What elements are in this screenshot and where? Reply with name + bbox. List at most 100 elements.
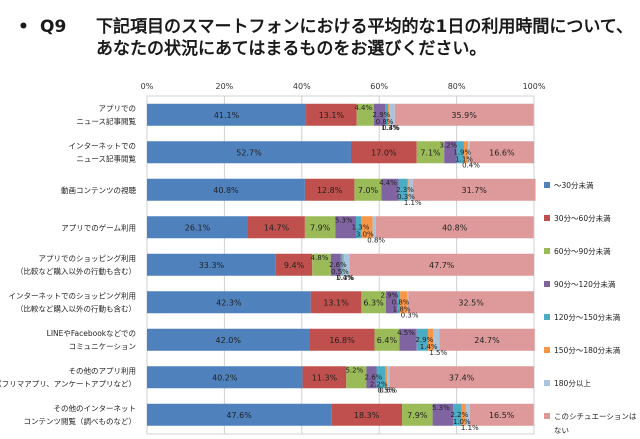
data-label: 16.5% <box>489 411 515 420</box>
data-label: 16.8% <box>329 336 355 345</box>
data-label: 1.3% <box>352 223 370 231</box>
legend-swatch <box>544 314 550 320</box>
bar-segment <box>461 403 466 426</box>
data-label: 0.6% <box>379 386 397 394</box>
bar-segment <box>388 103 390 126</box>
data-label: 4.5% <box>397 329 415 337</box>
bar-segment <box>147 103 307 126</box>
bar-segment <box>302 366 347 389</box>
data-label: 1.9% <box>453 148 471 156</box>
bar-segment <box>147 253 276 276</box>
bar-segment <box>304 178 355 201</box>
legend-label: 30分～60分未満 <box>554 213 611 223</box>
category-label: インターネットでの <box>69 141 137 150</box>
bar-segment <box>397 291 401 314</box>
data-label: 18.3% <box>354 411 380 420</box>
bar-segment <box>361 216 373 239</box>
bar-segment <box>427 328 434 351</box>
category-label: （フリマアプリ、アンケートアプリなど） <box>0 379 136 388</box>
question-text-line2: あなたの状況にあてはまるものをお選びください。 <box>96 39 487 59</box>
question-text-line1: 下記項目のスマートフォンにおける平均的な1日の利用時間について、 <box>96 17 633 37</box>
bar-segment <box>407 178 409 201</box>
x-tick-label: 20% <box>216 82 234 91</box>
bar-segment <box>330 253 341 276</box>
x-tick-label: 80% <box>448 82 466 91</box>
bar-segment <box>469 141 534 164</box>
bar-segment <box>453 403 462 426</box>
category-label: アプリでの <box>99 104 137 113</box>
data-label: 31.7% <box>461 186 487 195</box>
data-label: 0.3% <box>337 274 355 282</box>
legend-label: 150分～180分未満 <box>554 345 621 355</box>
bar-segment <box>147 328 310 351</box>
data-label: 1.3% <box>381 124 399 132</box>
bar-segment <box>147 291 311 314</box>
data-label: 40.8% <box>442 223 468 232</box>
data-label: 0.5% <box>331 268 349 276</box>
bar-segment <box>465 403 470 426</box>
bar-segment <box>304 216 336 239</box>
bar-segment <box>375 216 534 239</box>
bar-segment <box>147 403 332 426</box>
data-label: 26.1% <box>185 223 211 232</box>
data-label: 0.8% <box>376 118 394 126</box>
legend-label: 90分～120分未満 <box>554 279 616 289</box>
data-label: 0.8% <box>392 298 410 306</box>
data-label: 7.9% <box>407 411 428 420</box>
bar-segment <box>407 291 409 314</box>
bar-segment <box>444 141 457 164</box>
data-label: 47.6% <box>226 411 252 420</box>
data-label: 33.3% <box>199 261 225 270</box>
data-label: 1.1% <box>455 155 473 163</box>
bar-segment <box>408 178 413 201</box>
bar-segment <box>147 216 249 239</box>
bar-segment <box>468 141 470 164</box>
data-label: 0.4% <box>382 124 400 132</box>
bar-segment <box>385 103 389 126</box>
bar-segment <box>387 366 390 389</box>
bar-segment <box>400 291 408 314</box>
x-tick-label: 100% <box>523 82 546 91</box>
data-label: 9.4% <box>284 261 305 270</box>
data-label: 37.4% <box>449 373 475 382</box>
bar-segment <box>408 291 534 314</box>
data-label: 14.7% <box>264 223 290 232</box>
x-tick-label: 40% <box>293 82 311 91</box>
bar-segment <box>456 141 464 164</box>
bar-segment <box>399 328 417 351</box>
category-label: インターネットでのショッピング利用 <box>9 290 137 300</box>
data-label: 3.2% <box>440 141 458 149</box>
bar-segment <box>398 178 408 201</box>
bar-segment <box>389 103 395 126</box>
bar-segment <box>310 291 362 314</box>
data-label: 42.3% <box>216 298 242 307</box>
data-label: 0.3% <box>401 311 419 319</box>
data-label: 13.1% <box>319 111 345 120</box>
data-label: 7.0% <box>358 186 379 195</box>
bar-segment <box>343 253 350 276</box>
data-label: 6.3% <box>363 298 384 307</box>
bar-segment <box>335 216 356 239</box>
data-label: 2.9% <box>415 336 433 344</box>
data-label: 52.7% <box>236 148 262 157</box>
category-label: コミュニケーション <box>69 342 136 351</box>
data-label: 1.0% <box>453 418 471 426</box>
legend-label: ～30分未満 <box>554 180 594 190</box>
legend-label: 180分以上 <box>554 379 591 388</box>
data-label: 40.2% <box>212 373 238 382</box>
data-label: 0.5% <box>377 386 395 394</box>
data-label: 0.3% <box>397 193 415 201</box>
category-label: その他のインターネット <box>54 403 137 413</box>
question-number: Q9 <box>40 17 67 37</box>
bar-segment <box>147 141 351 164</box>
bar-segment <box>374 328 400 351</box>
bar-segment <box>372 216 376 239</box>
data-label: 0.8% <box>367 236 385 244</box>
data-label: 0.4% <box>462 161 480 169</box>
data-label: 4.4% <box>354 104 372 112</box>
x-tick-label: 0% <box>141 82 154 91</box>
data-label: 2.2% <box>370 380 388 388</box>
legend-label: 60分～90分未満 <box>554 246 611 256</box>
data-label: 2.9% <box>372 111 390 119</box>
data-label: 3.0% <box>356 230 374 238</box>
